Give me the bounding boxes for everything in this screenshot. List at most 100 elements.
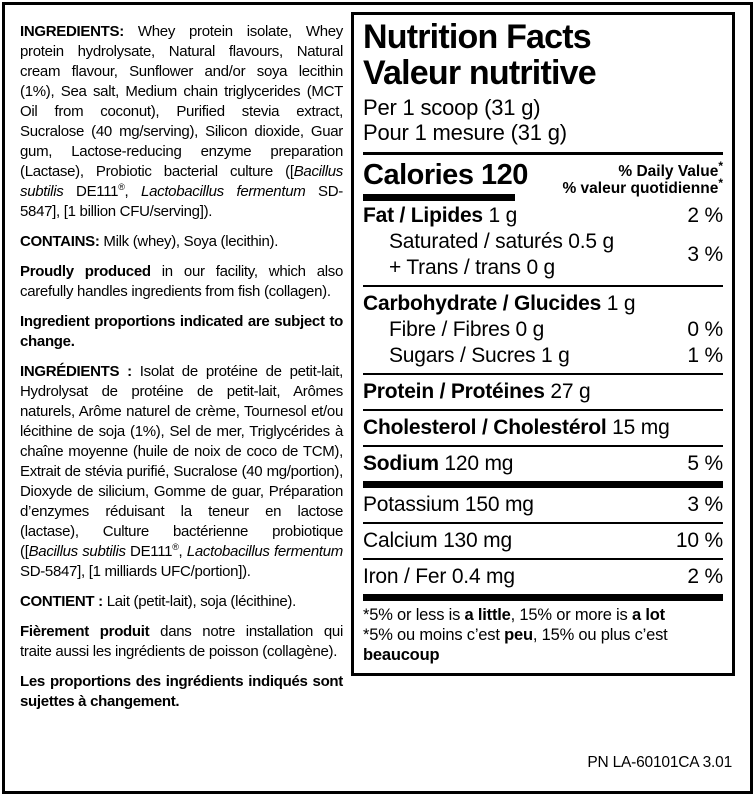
calcium-label: Calcium 130 mg — [363, 529, 512, 552]
rule-under-serving — [363, 152, 723, 155]
nutrient-row-saturated-trans: Saturated / saturés 0.5 g + Trans / tran… — [363, 229, 723, 281]
ingredients-en-label: INGREDIENTS: — [20, 23, 124, 40]
footnote-fr: *5% ou moins c’est peu, 15% ou plus c’es… — [363, 625, 723, 665]
serving-size-en: Per 1 scoop (31 g) — [363, 95, 541, 120]
divider — [363, 373, 723, 375]
ingredients-fr-text-4: SD-5847], [1 milliards UFC/portion]). — [20, 563, 251, 580]
ingredients-fr-text-2: DE111 — [125, 543, 173, 560]
thick-divider — [363, 481, 723, 488]
sodium-label-bold: Sodium — [363, 452, 439, 475]
footnote-en-bold-1: a little — [464, 606, 511, 624]
footnotes: *5% or less is a little, 15% or more is … — [363, 605, 723, 665]
divider — [363, 285, 723, 287]
daily-value-asterisk: * — [718, 175, 723, 190]
ingredients-fr-species-2: Lactobacillus fermentum — [186, 543, 343, 560]
ingredients-fr-paragraph: INGRÉDIENTS : Isolat de protéine de peti… — [20, 362, 343, 582]
daily-value-asterisk: * — [718, 158, 723, 173]
nutrient-row-calcium: Calcium 130 mg 10 % — [363, 528, 723, 554]
daily-value-en-text: % Daily Value — [618, 163, 719, 180]
fat-label: Fat / Lipides 1 g — [363, 203, 517, 229]
saturated-label: Saturated / saturés 0.5 g — [389, 230, 614, 253]
ingredients-en-text-1: Whey protein isolate, Whey protein hydro… — [20, 23, 343, 180]
produced-fr-text: dans notre installation qui traite aussi… — [20, 623, 343, 660]
nutrient-row-iron: Iron / Fer 0.4 mg 2 % — [363, 564, 723, 590]
ingredients-en-text-3: , — [124, 183, 142, 200]
contains-en-text: Milk (whey), Soya (lecithin). — [99, 233, 279, 250]
divider — [363, 558, 723, 560]
footnote-en-text-1: *5% or less is — [363, 606, 465, 624]
registered-mark: ® — [118, 182, 125, 192]
ingredients-en-species-1: Bacillus subtilis — [20, 163, 343, 200]
ingredients-en-paragraph: INGREDIENTS: Whey protein isolate, Whey … — [20, 22, 343, 222]
ingredients-en-species-2: Lactobacillus fermentum — [141, 183, 306, 200]
protein-amount: 27 g — [544, 380, 591, 403]
ingredients-en-text-2: DE111 — [63, 183, 119, 200]
nutrient-row-fibre: Fibre / Fibres 0 g 0 % — [363, 317, 723, 343]
calories-underbar — [363, 194, 515, 201]
sugars-dv: 1 % — [687, 344, 723, 367]
calories-text: Calories 120 — [363, 159, 528, 191]
footnote-en: *5% or less is a little, 15% or more is … — [363, 605, 723, 625]
daily-value-en: % Daily Value* — [562, 160, 723, 180]
sodium-dv: 5 % — [687, 452, 723, 475]
produced-en-paragraph: Proudly produced in our facility, which … — [20, 262, 343, 302]
iron-dv: 2 % — [687, 565, 723, 588]
nutrient-row-protein: Protein / Protéines 27 g — [363, 379, 723, 405]
footnote-fr-text-1: *5% ou moins c’est — [363, 626, 505, 644]
nutrient-row-fat: Fat / Lipides 1 g 2 % — [363, 203, 723, 229]
divider — [363, 522, 723, 524]
carbohydrate-label: Carbohydrate / Glucides 1 g — [363, 291, 636, 317]
ingredients-en-text-4: SD-5847], [1 billion CFU/serving]). — [20, 183, 343, 220]
registered-mark: ® — [172, 542, 179, 552]
iron-label: Iron / Fer 0.4 mg — [363, 565, 515, 588]
daily-value-fr: % valeur quotidienne* — [562, 177, 723, 197]
protein-label-bold: Protein / Protéines — [363, 380, 545, 403]
nutrient-row-sugars: Sugars / Sucres 1 g 1 % — [363, 343, 723, 369]
produced-en-text: in our facility, which also carefully ha… — [20, 263, 344, 300]
serving-size-fr: Pour 1 mesure (31 g) — [363, 120, 567, 145]
ingredients-fr-text-1: Isolat de protéine de petit-lait, Hydrol… — [20, 363, 343, 560]
ingredients-fr-label: INGRÉDIENTS : — [20, 363, 132, 380]
cholesterol-label-bold: Cholesterol / Cholestérol — [363, 416, 607, 439]
contains-fr-paragraph: CONTIENT : Lait (petit-lait), soja (léci… — [20, 592, 343, 612]
ingredients-fr-text-3: , — [178, 543, 187, 560]
ingredients-panel: INGREDIENTS: Whey protein isolate, Whey … — [20, 22, 343, 722]
saturated-trans-labels: Saturated / saturés 0.5 g + Trans / tran… — [363, 229, 687, 281]
sodium-amount: 120 mg — [438, 452, 514, 475]
footnote-fr-bold-1: peu — [504, 626, 533, 644]
contains-fr-text: Lait (petit-lait), soja (lécithine). — [102, 593, 297, 610]
nutrient-row-potassium: Potassium 150 mg 3 % — [363, 492, 723, 518]
divider — [363, 445, 723, 447]
cholesterol-amount: 15 mg — [606, 416, 670, 439]
nutrient-row-sodium: Sodium 120 mg 5 % — [363, 451, 723, 477]
footnote-fr-text-2: , 15% ou plus c’est — [532, 626, 668, 644]
thick-divider — [363, 594, 723, 601]
produced-fr-paragraph: Fièrement produit dans notre installatio… — [20, 622, 343, 662]
fibre-dv: 0 % — [687, 318, 723, 341]
daily-value-header: % Daily Value* % valeur quotidienne* — [562, 160, 723, 197]
sodium-label: Sodium 120 mg — [363, 451, 513, 477]
divider — [363, 409, 723, 411]
fat-dv: 2 % — [687, 204, 723, 227]
contains-fr-label: CONTIENT : — [20, 593, 103, 610]
produced-fr-lead: Fièrement produit — [20, 623, 150, 640]
saturated-trans-dv: 3 % — [687, 243, 723, 266]
sugars-label: Sugars / Sucres 1 g — [389, 344, 570, 367]
nft-title-fr: Valeur nutritive — [363, 54, 597, 92]
footnote-en-bold-2: a lot — [631, 606, 665, 624]
fibre-label: Fibre / Fibres 0 g — [389, 318, 545, 341]
footnote-en-text-2: , 15% or more is — [510, 606, 632, 624]
daily-value-fr-text: % valeur quotidienne — [562, 180, 719, 197]
part-number-code: PN LA-60101CA 3.01 — [587, 754, 732, 771]
note-fr-paragraph: Les proportions des ingrédients indiqués… — [20, 673, 343, 710]
calcium-dv: 10 % — [675, 529, 723, 552]
carbohydrate-amount: 1 g — [601, 292, 636, 315]
fat-amount: 1 g — [482, 204, 518, 227]
potassium-dv: 3 % — [687, 493, 723, 516]
contains-en-label: CONTAINS: — [20, 233, 100, 250]
carbohydrate-label-bold: Carbohydrate / Glucides — [363, 292, 602, 315]
calories-value: Calories 120 — [363, 160, 528, 201]
cholesterol-label: Cholesterol / Cholestérol 15 mg — [363, 415, 670, 441]
calories-row: Calories 120 % Daily Value* % valeur quo… — [363, 160, 723, 201]
fat-label-bold: Fat / Lipides — [363, 204, 483, 227]
